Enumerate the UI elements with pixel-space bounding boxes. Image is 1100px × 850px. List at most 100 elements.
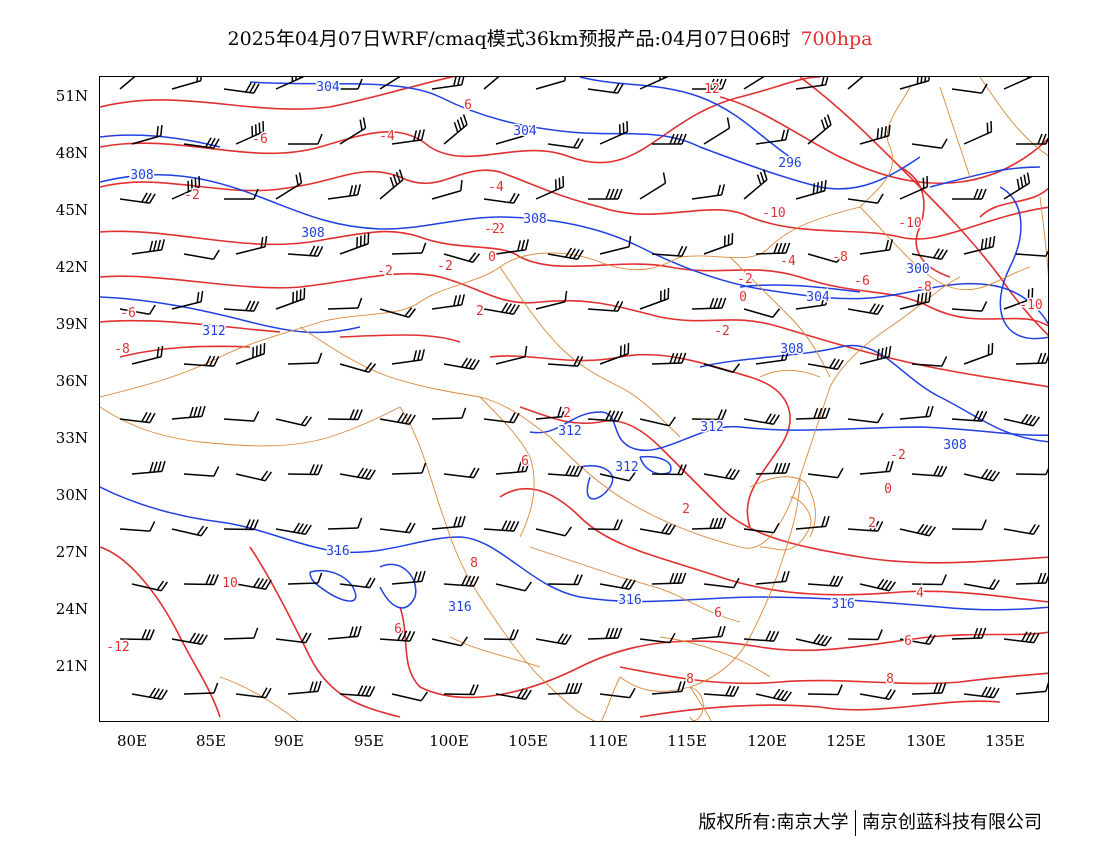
wind-barb <box>847 193 884 204</box>
wind-barb <box>183 355 220 367</box>
chart-title: 2025年04月07日WRF/cmaq模式36km预报产品:04月07日06时 7… <box>0 24 1100 51</box>
wind-barb <box>443 252 481 263</box>
border-line <box>829 276 961 388</box>
wind-barb <box>952 188 987 200</box>
temperature-isoline <box>489 353 791 528</box>
wind-barb <box>327 625 362 640</box>
contour-label: -2 <box>484 222 500 237</box>
temperature-contours <box>100 77 1048 718</box>
contour-label: 6 <box>464 98 472 113</box>
wind-barb <box>483 520 520 532</box>
contour-label: -4 <box>379 129 395 144</box>
wind-barb <box>171 525 208 537</box>
wind-barb <box>743 77 770 90</box>
wind-barb <box>743 630 780 642</box>
wind-barb <box>807 684 843 696</box>
wind-barb <box>859 345 892 365</box>
temperature-isoline <box>100 546 221 718</box>
wind-barb <box>911 248 948 260</box>
wind-barb <box>911 682 947 695</box>
contour-label: 2 <box>563 406 571 421</box>
height-isoline <box>699 344 1048 443</box>
wind-barb <box>483 77 508 90</box>
border-line <box>759 496 812 551</box>
wind-barb <box>431 179 463 200</box>
wind-barb <box>755 242 791 255</box>
contour-label: -10 <box>898 216 921 231</box>
wind-barb <box>391 570 426 585</box>
wind-barb <box>379 169 404 200</box>
wind-barb <box>431 294 466 310</box>
border-line <box>679 596 741 623</box>
wind-barb <box>963 121 993 145</box>
wind-barb <box>899 176 929 200</box>
wind-barb <box>328 78 363 90</box>
contour-label: 312 <box>558 424 581 439</box>
wind-barb <box>275 287 306 310</box>
wind-barb <box>131 580 168 592</box>
wind-barb <box>691 297 727 310</box>
longitude-label: 125E <box>826 732 866 750</box>
wind-barb <box>339 685 376 697</box>
wind-barb <box>639 172 667 200</box>
wind-barb <box>588 188 623 200</box>
wind-barb <box>1016 133 1048 145</box>
contour-label: -8 <box>916 280 932 295</box>
contour-label: 2 <box>476 304 484 319</box>
wind-barb <box>547 137 584 149</box>
wind-barb <box>119 629 155 641</box>
contour-label: -6 <box>252 132 268 147</box>
contour-label: 316 <box>448 600 471 615</box>
border-line <box>749 476 816 538</box>
temperature-isoline <box>119 345 251 358</box>
wind-barb <box>443 357 480 370</box>
border-line <box>219 676 299 721</box>
wind-barb <box>599 342 630 365</box>
wind-barb <box>443 575 480 587</box>
wind-barb <box>847 520 884 532</box>
wind-barb <box>639 632 676 644</box>
wind-barb <box>339 467 376 480</box>
border-line <box>619 386 681 438</box>
border-line <box>399 406 596 721</box>
longitude-label: 105E <box>508 732 548 750</box>
wind-barb <box>795 77 830 90</box>
longitude-label: 120E <box>747 732 787 750</box>
border-line <box>979 77 1048 157</box>
contour-label: 10 <box>222 576 238 591</box>
wind-barb <box>379 630 416 642</box>
map-panel[interactable]: 304 304 296 308 308 308 300 304 312 308 312 312 312 3… <box>99 76 1049 722</box>
wind-barb <box>391 691 428 702</box>
wind-barb <box>431 515 466 530</box>
contour-label: 4 <box>916 586 924 601</box>
longitude-label: 95E <box>353 732 385 750</box>
wind-barb <box>587 519 623 531</box>
latitude-label: 39N <box>55 315 88 333</box>
wind-barb <box>327 517 363 530</box>
contour-label: -2 <box>489 222 505 237</box>
wind-barb <box>599 121 629 145</box>
wind-barb <box>183 574 219 586</box>
temperature-isoline <box>719 96 1048 185</box>
contour-labels: 304 304 296 308 308 308 300 304 312 308 312 312 312 3… <box>105 79 1044 689</box>
contour-label: 308 <box>780 342 803 357</box>
wind-barb <box>795 407 831 420</box>
border-line <box>859 206 1031 291</box>
wind-barb <box>131 460 166 475</box>
contour-label: 2 <box>868 516 876 531</box>
border-line <box>729 256 831 378</box>
contour-label: -2 <box>437 259 453 274</box>
wind-barb <box>691 517 727 530</box>
wind-barb <box>1003 523 1040 535</box>
latitude-label: 36N <box>55 372 88 390</box>
wind-barb <box>859 460 894 475</box>
wind-barb <box>599 235 632 255</box>
wind-barb <box>131 124 163 145</box>
wind-barb <box>692 78 727 90</box>
contour-label: 308 <box>130 168 153 183</box>
wind-barb <box>743 522 780 534</box>
wind-barb <box>859 124 891 145</box>
wind-barb <box>587 627 623 640</box>
contour-label: 304 <box>806 290 830 305</box>
contour-label: -6 <box>854 274 870 289</box>
